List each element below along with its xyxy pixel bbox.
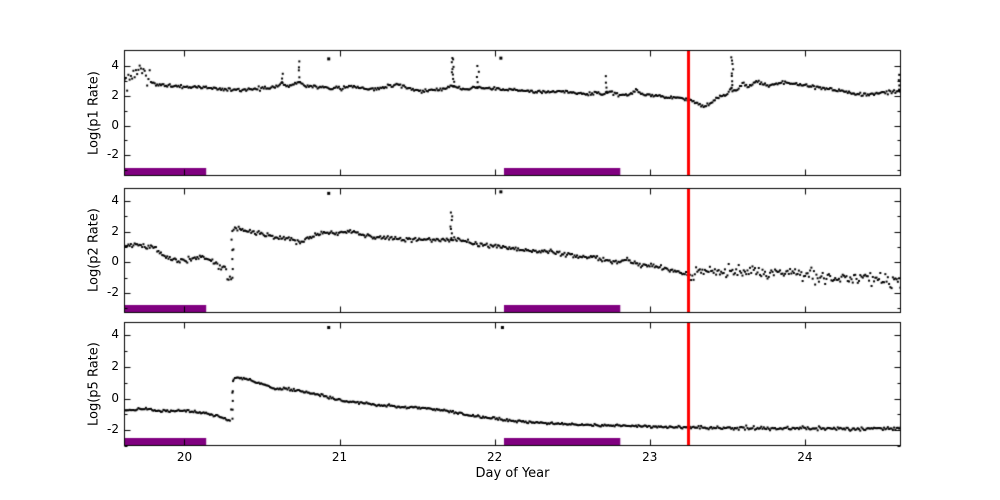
y-tick-label-p2-4: 4: [111, 193, 119, 208]
y-tick-label-p3-2: 2: [111, 359, 119, 374]
y-tick-label-p2-0: 0: [111, 254, 119, 269]
y-tick-label-p1-0: 0: [111, 117, 119, 132]
y-tick-label-p1-2: 2: [111, 87, 119, 102]
y-tick-label-p1--2: -2: [107, 147, 119, 162]
y-tick-label-p1-4: 4: [111, 58, 119, 73]
x-tick-label-24: 24: [797, 450, 813, 464]
y-tick-label-p3--2: -2: [107, 422, 119, 437]
x-tick-label-21: 21: [331, 450, 348, 464]
y-tick-label-p2-2: 2: [111, 223, 119, 238]
y-tick-label-p2--2: -2: [107, 285, 119, 300]
x-tick-label-20: 20: [176, 450, 193, 464]
y-tick-label-p3-4: 4: [111, 327, 119, 342]
x-tick-label-22: 22: [487, 450, 503, 464]
x-axis-label: Day of Year: [475, 466, 550, 481]
y-tick-label-p3-0: 0: [111, 390, 119, 405]
x-tick-label-23: 23: [642, 450, 658, 464]
